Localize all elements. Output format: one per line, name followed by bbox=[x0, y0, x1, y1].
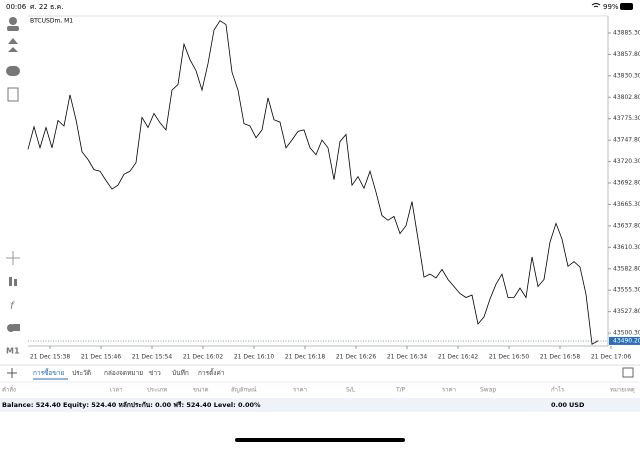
icon-indicators[interactable] bbox=[9, 277, 12, 286]
last-price-label: 43490.20 bbox=[613, 337, 640, 344]
column-header: ประเภท bbox=[147, 387, 167, 394]
price-line bbox=[27, 20, 599, 345]
y-tick-label: 43720.30 bbox=[613, 158, 640, 165]
column-header: หมายเหตุ bbox=[610, 387, 635, 394]
column-header: T/P bbox=[395, 387, 406, 394]
y-tick-label: 43637.80 bbox=[613, 222, 640, 229]
tab[interactable]: บันทึก bbox=[172, 369, 189, 377]
icon-crosshair[interactable] bbox=[6, 251, 20, 265]
status-time: 00:06 bbox=[6, 3, 27, 11]
balance-band bbox=[0, 398, 640, 412]
profit-total: 0.00 bbox=[551, 401, 568, 409]
battery-icon bbox=[620, 3, 633, 10]
x-tick-label: 21 Dec 16:34 bbox=[387, 354, 428, 361]
timeframe-button[interactable]: M1 bbox=[6, 347, 20, 356]
column-headers: คำสั่ง เวลา ประเภท ขนาด สัญลักษณ์ ราคา S/L T/P ร… bbox=[2, 386, 635, 394]
x-tick-label: 21 Dec 15:54 bbox=[132, 354, 173, 361]
home-indicator bbox=[235, 438, 405, 442]
y-tick-label: 43610.30 bbox=[613, 244, 640, 251]
column-header: ราคา bbox=[442, 387, 456, 394]
column-header: Swap bbox=[480, 387, 496, 394]
icon-indicators-2 bbox=[14, 279, 17, 286]
y-tick-label: 43692.80 bbox=[613, 180, 640, 187]
icon-account-body bbox=[7, 26, 19, 31]
icon-function[interactable]: f bbox=[10, 301, 15, 312]
y-tick-label: 43802.80 bbox=[613, 94, 640, 101]
column-header: คำสั่ง bbox=[2, 386, 16, 394]
icon-new[interactable] bbox=[7, 87, 19, 102]
x-tick-label: 21 Dec 16:18 bbox=[285, 354, 326, 361]
y-tick-label: 43527.80 bbox=[613, 308, 640, 315]
toolbar: f M1 bbox=[6, 17, 20, 356]
tab[interactable]: การตั้งค่า bbox=[198, 368, 225, 377]
x-tick-label: 21 Dec 16:26 bbox=[336, 354, 377, 361]
y-tick-label: 43830.30 bbox=[613, 72, 640, 79]
y-tick-label: 43747.80 bbox=[613, 137, 640, 144]
y-tick-label: 43555.30 bbox=[613, 287, 640, 294]
column-header: S/L bbox=[346, 387, 356, 394]
x-tick-label: 21 Dec 16:02 bbox=[183, 354, 224, 361]
y-tick-label: 43775.30 bbox=[613, 115, 640, 122]
wifi-icon bbox=[591, 3, 601, 8]
y-tick-label: 43857.80 bbox=[613, 51, 640, 58]
x-tick-label: 21 Dec 16:58 bbox=[540, 354, 581, 361]
layout-icon[interactable] bbox=[622, 367, 634, 378]
y-tick-label: 43582.80 bbox=[613, 265, 640, 272]
icon-account[interactable] bbox=[9, 17, 17, 25]
x-tick-label: 21 Dec 17:06 bbox=[591, 354, 632, 361]
tab[interactable]: ประวัติ bbox=[72, 369, 91, 377]
column-header: กำไร bbox=[551, 386, 565, 394]
tab[interactable]: การซื้อขาย bbox=[33, 368, 64, 377]
status-date: ศ. 22 ธ.ค. bbox=[30, 3, 63, 11]
tabs: การซื้อขาย ประวัติ กล่องจดหมาย ข่าว บันทึก กา… bbox=[33, 368, 225, 380]
tab[interactable]: ข่าว bbox=[149, 369, 161, 377]
balance-summary: Balance: 524.40 Equity: 524.40 หลักประกั… bbox=[2, 401, 261, 409]
y-tick-label: 43885.30 bbox=[613, 29, 640, 36]
column-header: ขนาด bbox=[193, 387, 209, 394]
icon-objects-2 bbox=[13, 324, 20, 331]
last-price-tag bbox=[609, 336, 640, 345]
chart: 43885.30 43857.80 43830.30 43802.80 43775.30… bbox=[27, 20, 640, 361]
chart-symbol: BTCUSDm, M1 bbox=[30, 18, 73, 25]
x-tick-label: 21 Dec 16:42 bbox=[438, 354, 479, 361]
y-tick-label: 43665.30 bbox=[613, 201, 640, 208]
column-header: เวลา bbox=[110, 387, 122, 394]
x-tick-label: 21 Dec 16:10 bbox=[234, 354, 275, 361]
icon-trade[interactable] bbox=[8, 38, 18, 52]
currency: USD bbox=[569, 401, 585, 409]
icon-chat[interactable] bbox=[6, 66, 20, 76]
y-tick-label: 43500.30 bbox=[613, 330, 640, 337]
x-tick-label: 21 Dec 16:50 bbox=[489, 354, 530, 361]
add-button[interactable] bbox=[7, 368, 17, 378]
tab[interactable]: กล่องจดหมาย bbox=[104, 369, 143, 377]
x-tick-label: 21 Dec 15:38 bbox=[30, 354, 71, 361]
x-tick-label: 21 Dec 15:46 bbox=[81, 354, 122, 361]
column-header: ราคา bbox=[293, 387, 307, 394]
column-header: สัญลักษณ์ bbox=[231, 386, 257, 394]
battery-text: 99% bbox=[603, 3, 619, 11]
